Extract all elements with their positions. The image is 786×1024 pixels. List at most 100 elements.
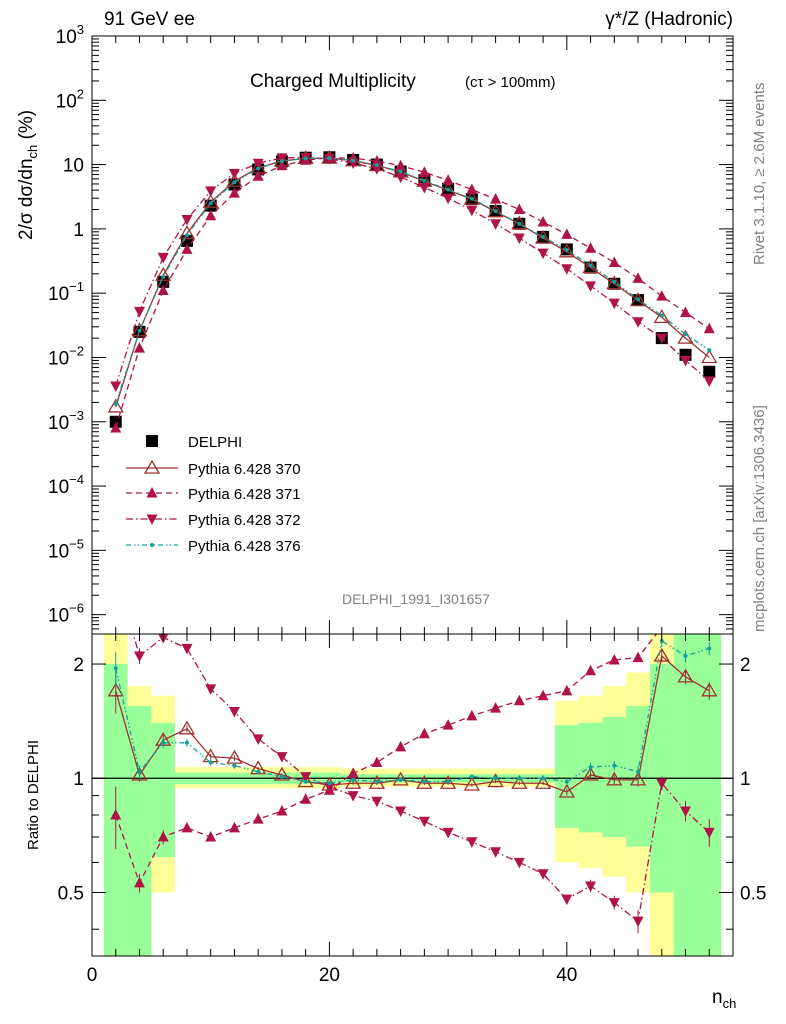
main-series-line-4 bbox=[115, 157, 710, 405]
legend-marker-1 bbox=[143, 459, 161, 474]
main-point-4-5 bbox=[232, 180, 237, 185]
ratio-point-3-9 bbox=[327, 781, 332, 786]
ratio-point-1-13 bbox=[418, 727, 430, 739]
ratio-point-2-1 bbox=[133, 651, 145, 663]
main-point-1-0 bbox=[107, 398, 124, 413]
ratio-point-2-24 bbox=[680, 806, 692, 817]
main-point-1-19 bbox=[558, 243, 575, 258]
ratio-marks bbox=[107, 567, 718, 934]
main-ytick-label-9: 10−6 bbox=[48, 601, 84, 627]
ratio-point-2-25 bbox=[703, 827, 715, 839]
ratio-point-3-13 bbox=[422, 779, 427, 784]
main-point-3-25 bbox=[703, 376, 715, 388]
main-ytick-label-2: 10 bbox=[63, 156, 84, 177]
main-ytick-label-4: 10−1 bbox=[48, 279, 84, 305]
ratio-point-0-11 bbox=[368, 774, 386, 789]
main-point-0-5 bbox=[228, 178, 241, 191]
main-point-4-12 bbox=[398, 169, 403, 174]
ratio-point-3-1 bbox=[137, 769, 142, 774]
main-ytick-label-8: 10−5 bbox=[48, 536, 84, 562]
main-ytick-label-7: 10−4 bbox=[48, 472, 84, 498]
main-ytick-label-base-8: 10 bbox=[48, 541, 69, 562]
main-point-4-18 bbox=[541, 234, 546, 239]
main-series-1 bbox=[107, 149, 718, 413]
main-point-4-16 bbox=[493, 208, 498, 213]
x-tick-label-1: 20 bbox=[319, 965, 340, 986]
ratio-ytick-label-left-2: 2 bbox=[73, 655, 84, 676]
main-point-2-15 bbox=[466, 183, 478, 194]
main-point-2-2 bbox=[157, 284, 169, 296]
ratio-ytick-label-left-0: 0.5 bbox=[58, 883, 84, 904]
ratio-point-3-3 bbox=[184, 740, 189, 745]
main-point-1-2 bbox=[155, 266, 172, 281]
main-ytick-label-exp-0: 3 bbox=[77, 22, 84, 37]
ratio-point-0-1 bbox=[131, 766, 148, 781]
ratio-point-3-25 bbox=[707, 646, 712, 651]
ratio-point-0-18 bbox=[534, 774, 552, 789]
ratio-point-0-12 bbox=[392, 771, 409, 786]
ratio-point-0-0 bbox=[107, 682, 124, 697]
ratio-point-0-15 bbox=[463, 776, 480, 791]
main-point-1-4 bbox=[202, 193, 219, 208]
ratio-point-0-20 bbox=[582, 766, 599, 781]
ratio-point-0-21 bbox=[606, 771, 623, 786]
x-axis-label: nch bbox=[712, 987, 736, 1011]
main-point-2-0 bbox=[110, 421, 122, 433]
y-axis-label: 2/σ dσ/dnch (%) bbox=[16, 110, 40, 240]
ratio-ytick-label-right-0: 0.5 bbox=[740, 883, 766, 904]
main-point-1-16 bbox=[487, 203, 504, 218]
ratio-point-2-0 bbox=[110, 567, 121, 578]
main-series-0 bbox=[109, 151, 716, 428]
ratio-ytick-label-left-1: 1 bbox=[73, 769, 84, 790]
main-point-4-25 bbox=[707, 348, 712, 353]
ratio-ticks: 0.5 0.51 12 20 20 40 bbox=[58, 634, 766, 986]
main-point-1-3 bbox=[178, 225, 196, 240]
main-point-2-16 bbox=[490, 193, 502, 204]
rivet-label: Rivet 3.1.10, ≥ 2.6M events bbox=[751, 83, 768, 266]
main-series-4 bbox=[113, 156, 712, 406]
ratio-band-green-5 bbox=[554, 725, 579, 828]
main-point-4-4 bbox=[208, 201, 213, 206]
ratio-point-1-20 bbox=[585, 664, 597, 676]
main-ytick-label-base-0: 10 bbox=[56, 27, 77, 48]
main-ytick-label-3: 1 bbox=[73, 220, 84, 241]
main-ytick-label-1: 102 bbox=[56, 86, 84, 112]
main-point-3-19 bbox=[561, 264, 573, 275]
main-point-4-20 bbox=[588, 263, 593, 268]
main-ytick-label-exp-4: −1 bbox=[69, 279, 84, 294]
main-point-2-13 bbox=[418, 166, 430, 177]
ratio-point-1-2 bbox=[157, 831, 169, 842]
main-ytick-label-exp-8: −5 bbox=[69, 536, 84, 551]
y-axis-label-main: 2/σ dσ/dn bbox=[16, 158, 37, 240]
ratio-point-0-22 bbox=[629, 771, 647, 786]
main-point-4-7 bbox=[279, 159, 284, 164]
ratio-clipped-marks bbox=[107, 567, 718, 934]
legend-entry-4: Pythia 6.428 376 bbox=[126, 538, 301, 555]
ratio-point-0-17 bbox=[511, 774, 528, 789]
main-ytick-label-exp-1: 2 bbox=[77, 86, 84, 101]
ratio-point-3-16 bbox=[493, 776, 498, 781]
ratio-frame bbox=[91, 633, 734, 957]
main-point-4-0 bbox=[113, 401, 118, 406]
main-point-3-12 bbox=[395, 172, 407, 184]
main-point-4-15 bbox=[469, 196, 474, 201]
ratio-point-0-7 bbox=[273, 766, 291, 781]
x-axis-label-main: n bbox=[712, 987, 723, 1008]
main-point-2-4 bbox=[205, 209, 217, 221]
ratio-series-3 bbox=[113, 635, 712, 786]
watermark-analysis-id: DELPHI_1991_I301657 bbox=[342, 591, 490, 607]
ratio-point-2-8 bbox=[300, 772, 312, 783]
main-series-2 bbox=[110, 151, 715, 433]
main-point-4-10 bbox=[351, 158, 356, 163]
ratio-point-0-16 bbox=[487, 773, 504, 788]
main-point-3-0 bbox=[110, 381, 122, 392]
ratio-point-3-19 bbox=[564, 779, 569, 784]
main-point-2-18 bbox=[537, 215, 549, 227]
main-point-4-24 bbox=[683, 332, 688, 337]
main-point-2-14 bbox=[442, 174, 454, 185]
main-series-line-2 bbox=[115, 157, 710, 429]
ratio-point-1-21 bbox=[608, 653, 620, 665]
main-ytick-label-base-7: 10 bbox=[48, 477, 69, 498]
main-ytick-label-base-6: 10 bbox=[48, 413, 69, 434]
